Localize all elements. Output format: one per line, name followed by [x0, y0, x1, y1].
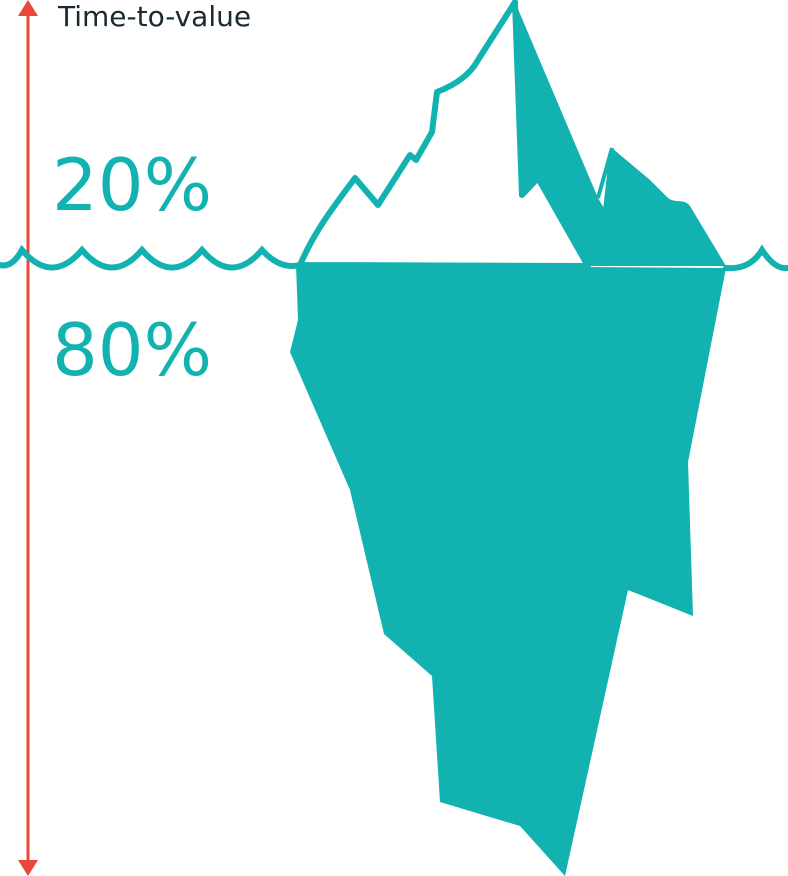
title: Time-to-value — [57, 0, 251, 33]
wave-left — [0, 244, 303, 271]
wave-right — [723, 244, 788, 272]
iceberg-shadow — [515, 2, 726, 266]
iceberg-crack — [596, 147, 614, 211]
above-percent: 20% — [52, 143, 212, 227]
arrow-head-top — [18, 0, 38, 16]
below-percent: 80% — [52, 308, 212, 392]
iceberg-tip — [297, 0, 591, 269]
arrow-head-bottom — [18, 860, 38, 876]
iceberg-underwater — [290, 265, 726, 876]
